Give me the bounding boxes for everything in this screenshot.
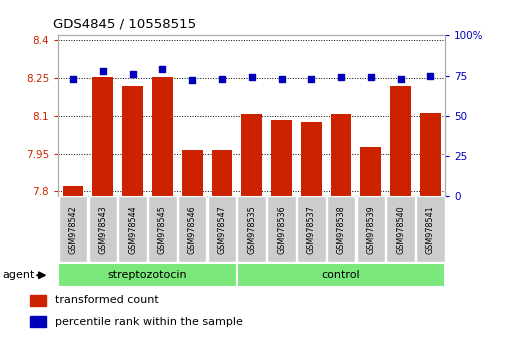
Text: GSM978540: GSM978540 (395, 205, 405, 253)
Bar (330, 114, 351, 196)
Bar (148, 196, 176, 262)
Text: GDS4845 / 10558515: GDS4845 / 10558515 (53, 18, 196, 31)
Point (69, 76, 77, 82)
Point (247, 74, 256, 80)
Text: GSM978541: GSM978541 (425, 205, 434, 253)
Bar (237, 263, 444, 287)
Bar (267, 196, 295, 262)
Bar (419, 113, 440, 196)
Bar (237, 196, 266, 262)
Text: GSM978546: GSM978546 (187, 205, 196, 253)
Point (307, 76, 315, 82)
Text: percentile rank within the sample: percentile rank within the sample (55, 317, 242, 327)
Bar (211, 150, 232, 196)
Bar (63, 187, 83, 196)
Bar (30, 316, 46, 327)
Bar (385, 196, 414, 262)
Bar (360, 147, 380, 196)
Text: transformed count: transformed count (55, 295, 159, 306)
Text: GSM978537: GSM978537 (306, 205, 315, 253)
Bar (389, 86, 410, 196)
Point (426, 73, 434, 79)
Text: GSM978542: GSM978542 (69, 205, 77, 253)
Bar (300, 122, 321, 196)
Text: GSM978536: GSM978536 (276, 205, 285, 253)
Bar (207, 196, 236, 262)
Text: agent: agent (3, 270, 35, 280)
Bar (241, 114, 262, 196)
Point (396, 76, 404, 82)
Bar (415, 196, 444, 262)
Bar (118, 196, 146, 262)
Text: GSM978544: GSM978544 (128, 205, 137, 253)
Bar (59, 263, 236, 287)
Point (218, 76, 226, 82)
Bar (122, 86, 143, 196)
Point (366, 74, 374, 80)
Bar (92, 77, 113, 196)
Point (188, 78, 196, 83)
Text: GSM978539: GSM978539 (366, 205, 375, 253)
Bar (326, 196, 355, 262)
Point (158, 67, 166, 72)
Text: GSM978538: GSM978538 (336, 205, 345, 253)
Bar (152, 77, 173, 196)
Bar (178, 196, 206, 262)
Bar (30, 295, 46, 306)
Point (277, 76, 285, 82)
Text: control: control (321, 270, 360, 280)
Point (98, 68, 107, 74)
Bar (181, 150, 202, 196)
Text: GSM978535: GSM978535 (247, 205, 256, 253)
Bar (356, 196, 384, 262)
Text: GSM978545: GSM978545 (158, 205, 167, 253)
Text: GSM978547: GSM978547 (217, 205, 226, 253)
Bar (296, 196, 325, 262)
Text: streptozotocin: streptozotocin (108, 270, 187, 280)
Bar (59, 196, 87, 262)
Point (336, 74, 344, 80)
Bar (271, 120, 291, 196)
Point (128, 71, 136, 77)
Bar (88, 196, 117, 262)
Text: GSM978543: GSM978543 (98, 205, 107, 253)
